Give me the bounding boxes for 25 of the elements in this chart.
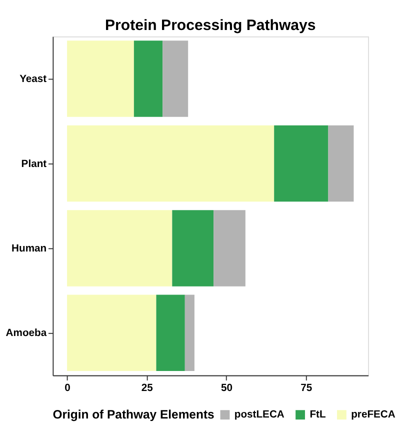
x-tick-label: 25 <box>141 382 154 394</box>
bar <box>214 210 246 286</box>
bar <box>67 40 134 117</box>
x-tick-label: 0 <box>64 382 71 394</box>
legend-title: Origin of Pathway Elements <box>52 408 215 422</box>
bar <box>67 210 172 286</box>
bar <box>162 40 188 117</box>
bar <box>67 294 156 372</box>
bar <box>172 210 214 286</box>
bar <box>274 125 328 202</box>
x-tick-label: 75 <box>300 382 312 394</box>
bar <box>328 125 354 202</box>
bar <box>134 40 163 117</box>
legend-label: FtL <box>310 410 326 421</box>
legend-label: preFECA <box>351 410 396 421</box>
x-tick-label: 50 <box>221 382 233 394</box>
y-tick-label: Amoeba <box>6 328 47 340</box>
y-tick-label: Human <box>12 244 47 255</box>
y-tick-label: Plant <box>21 158 48 170</box>
legend-label: postLECA <box>234 410 285 421</box>
y-tick-label: Yeast <box>20 74 48 86</box>
bar <box>156 294 185 372</box>
chart-title: Protein Processing Pathways <box>105 16 316 34</box>
bar <box>184 294 194 372</box>
bar <box>67 125 274 202</box>
